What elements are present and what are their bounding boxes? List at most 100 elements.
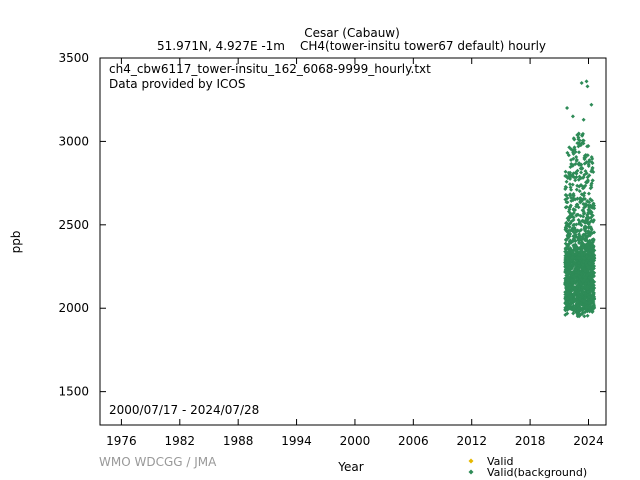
- data-point: [571, 218, 576, 223]
- data-point: [569, 299, 574, 304]
- data-point: [567, 182, 572, 187]
- data-point: [581, 242, 586, 247]
- data-point: [590, 178, 595, 183]
- data-point: [564, 204, 569, 209]
- data-point: [563, 253, 568, 258]
- data-point: [583, 284, 588, 289]
- data-point: [587, 200, 592, 205]
- data-point: [569, 249, 574, 254]
- data-point: [581, 138, 586, 143]
- data-point: [590, 281, 595, 286]
- data-point: [577, 252, 582, 257]
- data-point: [568, 238, 573, 243]
- data-point: [588, 248, 593, 253]
- data-point: [571, 198, 576, 203]
- y-tick-label: 2500: [58, 218, 89, 232]
- data-point: [580, 312, 585, 317]
- data-point: [572, 145, 577, 150]
- y-tick-label: 3500: [58, 51, 89, 65]
- data-point: [573, 248, 578, 253]
- data-point: [571, 162, 576, 167]
- data-point: [589, 102, 594, 107]
- data-point: [565, 296, 570, 301]
- data-point: [590, 265, 595, 270]
- data-point: [581, 214, 586, 219]
- data-point: [573, 279, 578, 284]
- data-point: [576, 177, 581, 182]
- x-tick-label: 1976: [106, 434, 137, 448]
- data-point: [581, 117, 586, 122]
- data-point: [582, 157, 587, 162]
- data-point: [579, 302, 584, 307]
- data-point: [580, 184, 585, 189]
- data-point: [587, 309, 592, 314]
- data-point: [574, 262, 579, 267]
- data-point: [580, 290, 585, 295]
- data-point: [583, 201, 588, 206]
- data-point: [569, 278, 574, 283]
- data-point: [584, 160, 589, 165]
- data-point: [576, 144, 581, 149]
- y-tick-label: 2000: [58, 301, 89, 315]
- date-range-annotation: 2000/07/17 - 2024/07/28: [109, 403, 259, 417]
- x-tick-label: 2018: [515, 434, 546, 448]
- data-point: [587, 299, 592, 304]
- data-point: [590, 161, 595, 166]
- data-point: [574, 204, 579, 209]
- data-point: [571, 311, 576, 316]
- data-point: [564, 221, 569, 226]
- data-point: [575, 141, 580, 146]
- data-point: [584, 79, 589, 84]
- data-point: [565, 283, 570, 288]
- data-point: [576, 291, 581, 296]
- data-point: [571, 264, 576, 269]
- data-point: [579, 170, 584, 175]
- data-point: [589, 183, 594, 188]
- x-tick-label: 2006: [398, 434, 429, 448]
- data-point: [563, 262, 568, 267]
- data-point: [566, 291, 571, 296]
- data-point: [586, 256, 591, 261]
- data-point: [565, 200, 570, 205]
- data-point: [590, 231, 595, 236]
- data-point: [576, 260, 581, 265]
- data-point: [582, 299, 587, 304]
- x-axis: 1976 1982 1988 1994 2000 2006 2012 2018 2024: [106, 58, 604, 448]
- data-point: [578, 200, 583, 205]
- x-tick-label: 2024: [573, 434, 604, 448]
- data-point: [570, 255, 575, 260]
- data-point: [568, 185, 573, 190]
- data-point: [591, 295, 596, 300]
- data-point: [567, 228, 572, 233]
- data-point: [567, 285, 572, 290]
- data-point: [574, 283, 579, 288]
- data-point: [572, 175, 577, 180]
- data-point: [581, 193, 586, 198]
- data-point: [583, 281, 588, 286]
- data-point: [591, 305, 596, 310]
- data-point: [586, 222, 591, 227]
- data-point: [579, 81, 584, 86]
- data-point: [581, 259, 586, 264]
- data-point: [584, 215, 589, 220]
- data-point: [563, 237, 568, 242]
- data-point: [577, 189, 582, 194]
- data-point: [587, 251, 592, 256]
- data-point: [577, 238, 582, 243]
- data-point: [579, 249, 584, 254]
- data-point: [581, 244, 586, 249]
- data-point: [570, 226, 575, 231]
- data-point: [566, 249, 571, 254]
- data-point: [564, 179, 569, 184]
- data-point: [585, 175, 590, 180]
- data-point: [573, 178, 578, 183]
- data-point: [572, 298, 577, 303]
- y-tick-label: 3000: [58, 134, 89, 148]
- data-point: [582, 227, 587, 232]
- data-point: [563, 227, 568, 232]
- data-point: [584, 305, 589, 310]
- provider-annotation: Data provided by ICOS: [109, 77, 245, 91]
- data-point: [573, 244, 578, 249]
